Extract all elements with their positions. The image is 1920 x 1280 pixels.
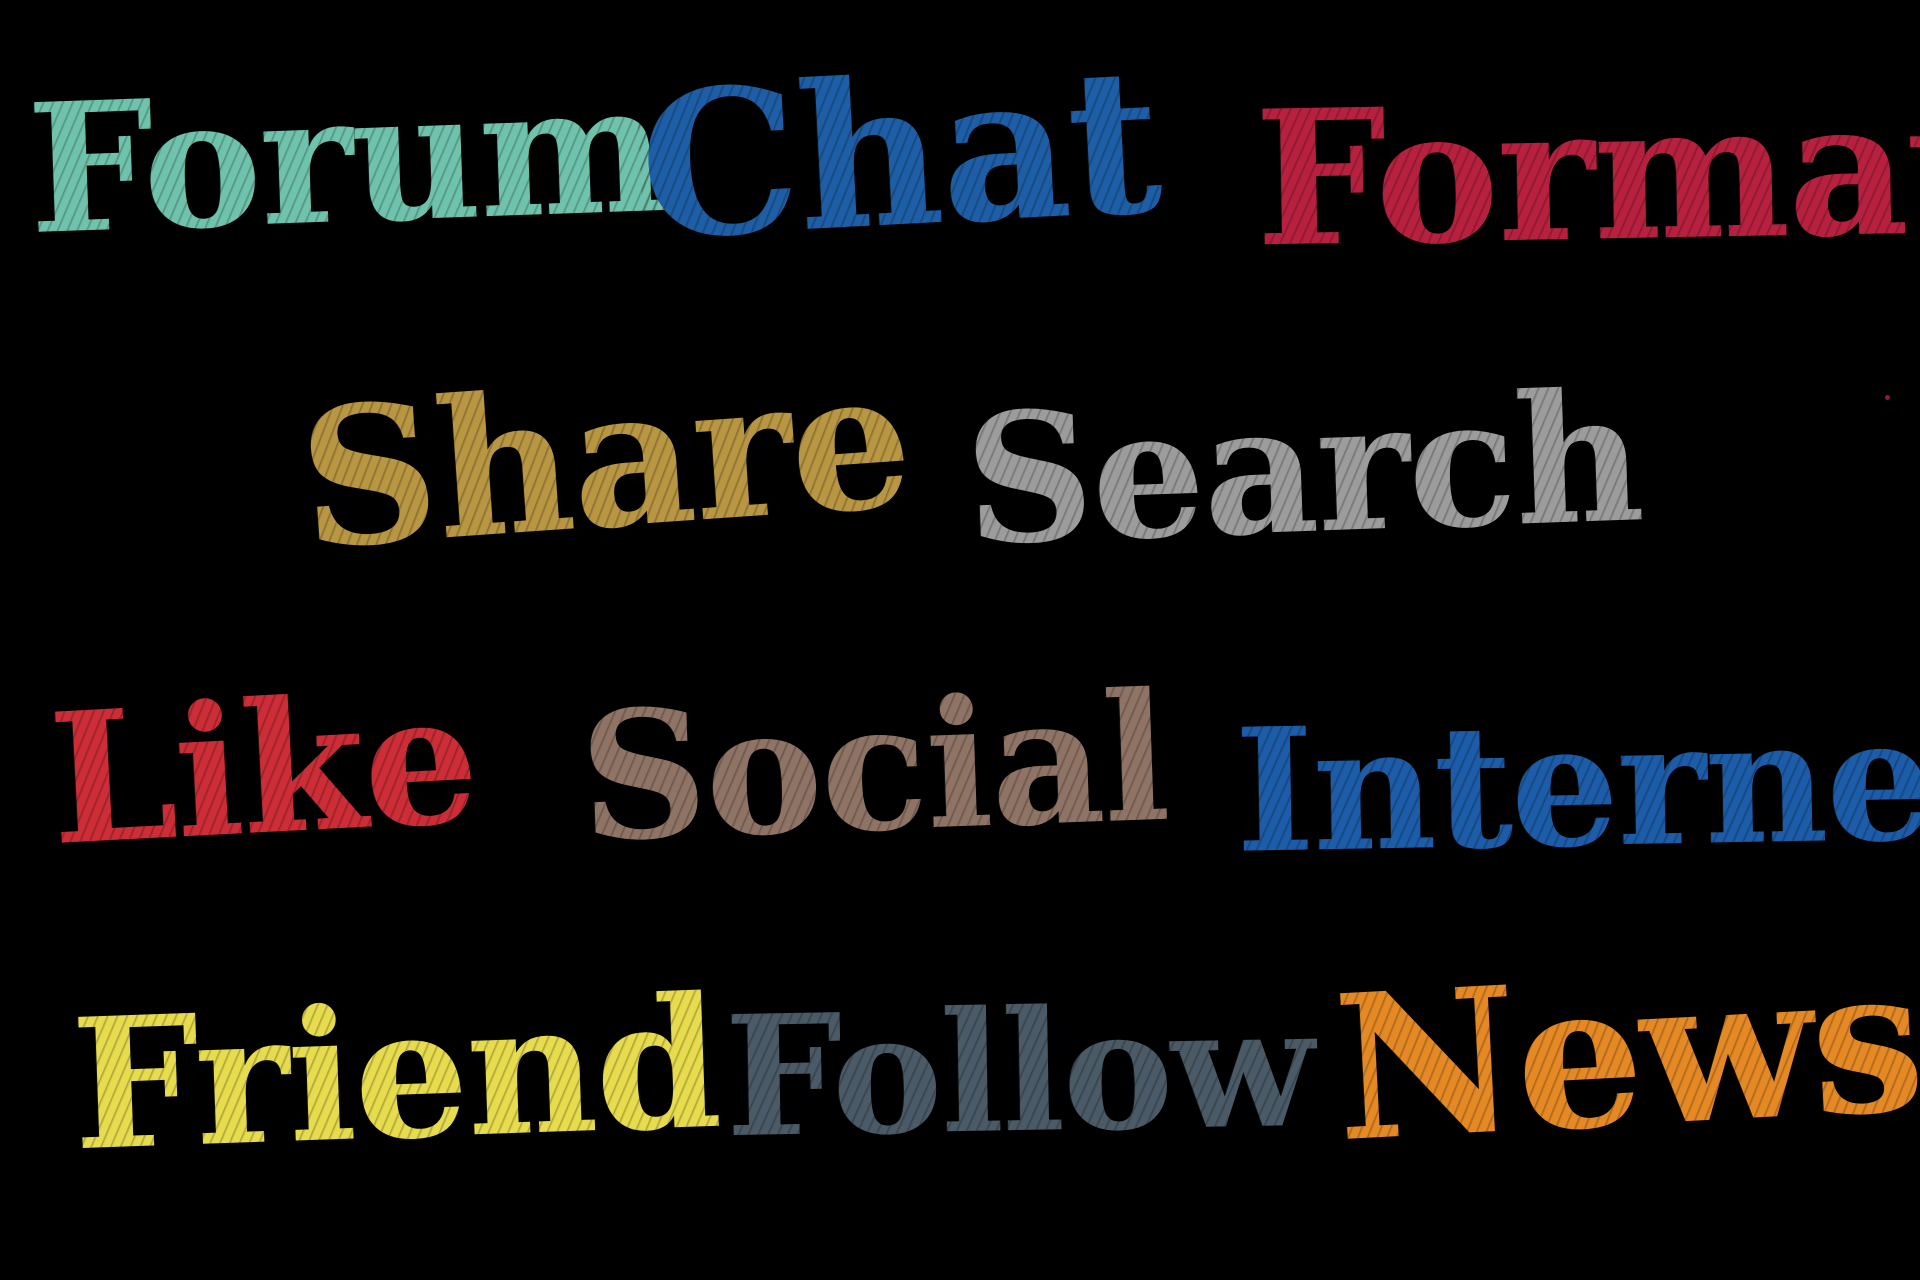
word-friend: Friend [68,957,723,1192]
word-news: News [1329,922,1920,1187]
word-format: Format [1253,57,1920,289]
word-internet: Internet [1233,678,1920,891]
chalk-speck [1885,395,1890,400]
word-search: Search [961,352,1646,585]
word-chat: Chat [634,23,1165,286]
word-follow: Follow [723,969,1314,1176]
word-like: Like [44,652,482,887]
word-forum: Forum [24,42,669,275]
word-share: Share [292,327,917,592]
word-social: Social [576,653,1171,882]
